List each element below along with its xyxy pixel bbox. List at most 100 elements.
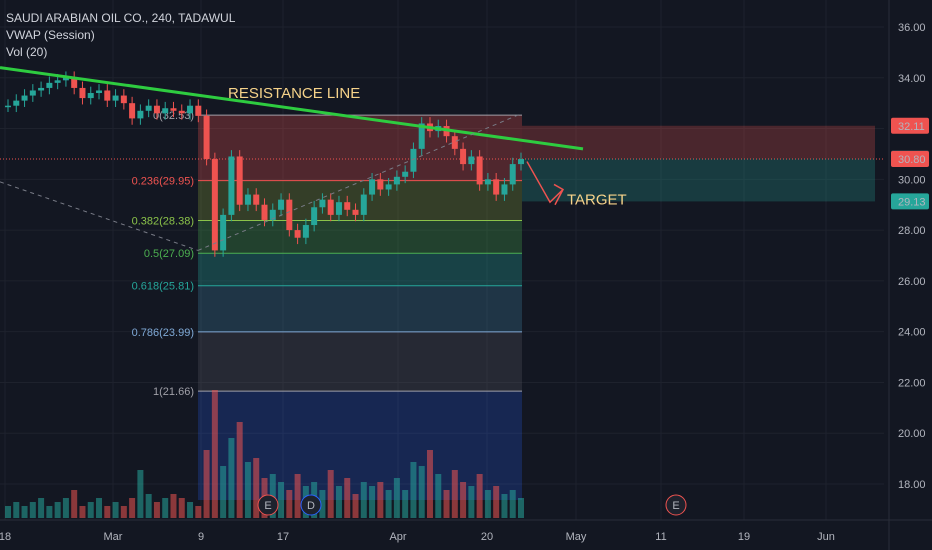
candle-body [344,202,351,210]
candle-body [96,90,103,94]
candle-body [112,95,119,101]
position-boxes[interactable] [0,125,884,202]
candle-body [162,108,169,114]
target-label: TARGET [567,192,627,209]
x-tick-label: 9 [198,531,204,543]
volume-bar [344,478,351,518]
candle-body [460,148,467,165]
volume-bar [377,482,384,518]
fib-level-label: 0.382(28.38) [132,215,194,227]
volume-bar [476,474,483,518]
volume-bar [319,490,326,518]
volume-bar [21,506,28,518]
candle-body [335,202,342,215]
vwap-indicator-label[interactable]: VWAP (Session) [6,28,95,42]
candle-body [29,90,36,96]
volume-bar [29,502,36,518]
candle-body [468,156,475,165]
drawings[interactable]: RESISTANCE LINE TARGET [0,66,627,251]
candle-body [178,110,185,114]
volume-bar [352,494,359,518]
time-axis[interactable]: 18 Mar 9 17 Apr 20 May 11 19 Jun [0,519,932,543]
volume-bar [410,462,417,518]
fib-zone [198,285,522,332]
volume-bar [393,478,400,518]
y-tick-label: 30.00 [898,174,926,186]
target-zone [522,158,875,202]
fib-level-label: 1(21.66) [153,386,194,398]
volume-bar [327,470,334,518]
candle-body [302,225,309,238]
x-tick-label: Mar [104,531,123,543]
x-tick-label: 17 [277,531,289,543]
fibonacci-retracement[interactable]: 0(32.53)0.236(29.95)0.382(28.38)0.5(27.0… [132,110,522,500]
volume-bar [145,494,152,518]
volume-bar [484,490,491,518]
volume-bar [278,482,285,518]
candle-body [484,179,491,185]
candle-body [187,105,194,114]
volume-bar [187,502,194,518]
event-marker-label: D [307,500,315,512]
resistance-line-label: RESISTANCE LINE [228,85,360,102]
volume-bar [71,490,78,518]
volume-bar [286,490,293,518]
volume-indicator-label[interactable]: Vol (20) [6,45,48,59]
price-axis[interactable]: 36.0034.0032.0030.0028.0026.0024.0022.00… [888,0,929,550]
y-tick-label: 20.00 [898,428,926,440]
volume-bar [162,498,169,518]
y-tick-label: 22.00 [898,377,926,389]
candle-body [5,105,11,108]
candle-body [87,93,94,99]
event-marker-label: E [264,500,271,512]
volume-bar [178,498,185,518]
event-marker-icon [300,494,322,516]
volume-bar [402,490,409,518]
candle-body [79,87,86,99]
volume-bar [220,466,227,518]
candle-body [13,100,20,106]
candle-body [410,148,417,172]
candle-body [46,82,53,88]
event-marker-icon [257,494,279,516]
candle-body [71,77,78,88]
candle-body [170,108,177,111]
target-arrow [526,161,565,206]
fib-level-label: 0.5(27.09) [144,248,194,260]
y-tick-label: 26.00 [898,276,926,288]
symbol-title[interactable]: SAUDI ARABIAN OIL CO., 240, TADAWUL [6,11,236,25]
x-tick-label: May [566,531,587,543]
volume-bar [418,466,425,518]
fib-zone [198,391,522,500]
fib-level-label: 0.618(25.81) [132,281,194,293]
fib-zone [198,115,522,181]
candle-body [286,199,293,231]
volume-bar [137,470,144,518]
candle-body [311,207,318,226]
fib-dashed-trend [0,181,199,251]
volume-bar [509,490,516,518]
volume-bar [96,498,103,518]
volume-bar [87,502,94,518]
candle-body [352,209,359,215]
x-tick-label: 19 [738,531,750,543]
candle-body [402,171,409,177]
volume-bar [385,490,392,518]
candle-body [137,110,144,119]
volume-bar [460,482,467,518]
volume-bar [5,506,11,518]
x-tick-label: 11 [655,531,666,543]
x-tick-label: Jun [817,531,835,543]
candle-body [253,194,260,205]
candle-body [369,179,376,195]
price-label-text: 32.11 [898,121,925,133]
volume-bar [518,498,524,518]
volume-bar [369,486,376,518]
volume-bar [294,474,301,518]
candle-body [104,90,111,101]
x-tick-label: 20 [481,531,493,543]
candle-body [418,123,425,149]
volume-bar [104,506,111,518]
